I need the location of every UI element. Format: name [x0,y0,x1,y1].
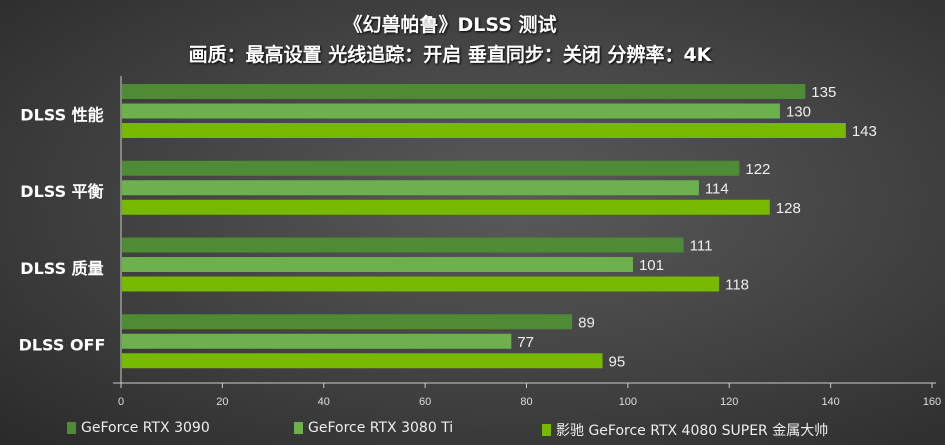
chart-subtitle: 画质：最高设置 光线追踪：开启 垂直同步：关闭 分辨率：4K [188,44,712,66]
data-label: 111 [690,238,713,255]
bar [122,180,699,196]
data-label: 95 [609,353,626,370]
category-label: DLSS 性能 [20,105,103,124]
data-label: 114 [705,180,729,197]
x-tick-label: 100 [619,396,637,408]
legend-item-0: GeForce RTX 3090 [67,420,210,436]
legend-swatch [542,424,551,436]
category-label: DLSS 平衡 [20,182,103,201]
legend-swatch [67,422,76,434]
bar [122,276,720,292]
data-label: 130 [786,104,811,121]
bar [122,103,780,119]
bar [122,237,684,253]
legend-swatch [294,422,303,434]
data-label: 143 [852,123,877,140]
data-label: 122 [745,161,770,178]
data-label: 89 [578,314,595,331]
bar [122,199,770,215]
bar [122,257,633,272]
category-label: DLSS OFF [19,336,106,355]
bar [122,333,512,349]
bar [122,123,846,138]
legend-label: 影驰 GeForce RTX 4080 SUPER 金属大帅 [556,423,829,439]
x-tick-label: 160 [923,396,941,408]
data-label: 128 [776,200,801,217]
bar [122,314,573,330]
legend-label: GeForce RTX 3080 Ti [308,420,454,436]
bar [122,84,806,99]
category-label: DLSS 质量 [20,259,103,278]
data-label: 101 [639,257,664,274]
bar [122,353,603,369]
x-tick-label: 80 [520,396,532,408]
x-tick-label: 20 [216,396,228,408]
legend-item-2: 影驰 GeForce RTX 4080 SUPER 金属大帅 [542,420,828,440]
legend-label: GeForce RTX 3090 [81,420,210,436]
x-tick-label: 120 [720,396,738,408]
chart-title: 《幻兽帕鲁》DLSS 测试 [343,14,557,36]
x-tick-label: 140 [821,396,839,408]
legend-item-1: GeForce RTX 3080 Ti [294,420,453,436]
bar [122,160,740,176]
data-label: 135 [811,84,836,101]
data-label: 77 [517,334,534,351]
data-label: 118 [725,277,749,294]
x-tick-label: 40 [318,396,330,408]
x-tick-label: 0 [118,396,124,408]
x-tick-label: 60 [419,396,431,408]
